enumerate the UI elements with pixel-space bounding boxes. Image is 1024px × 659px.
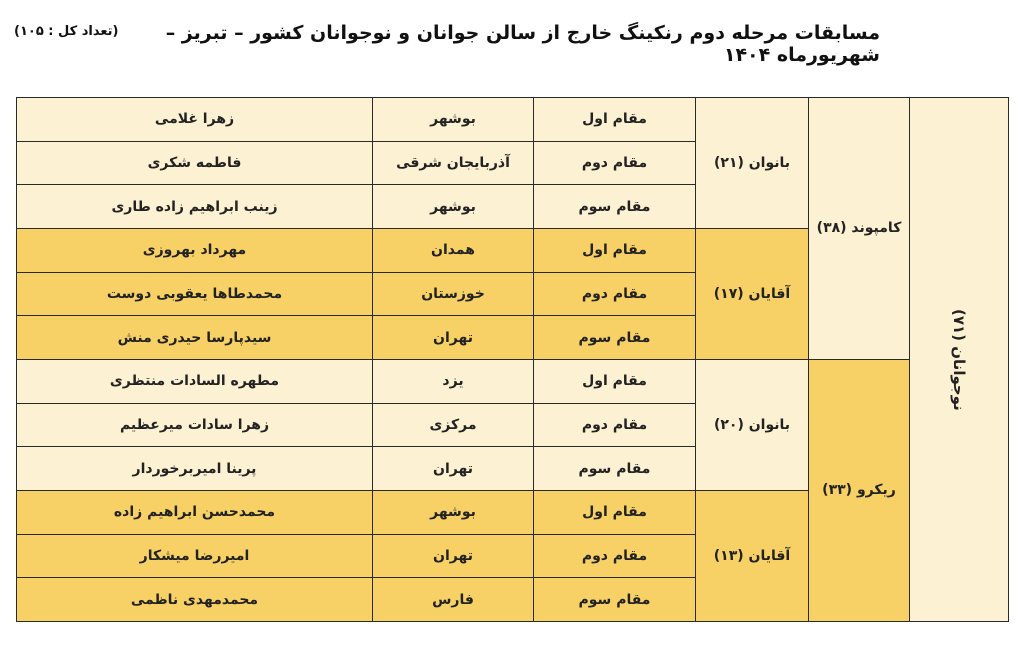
- name-cell: پرینا امیربرخوردار: [16, 446, 373, 491]
- page-title: مسابقات مرحله دوم رنکینگ خارج از سالن جو…: [165, 22, 880, 66]
- province-cell: آذربایجان شرقی: [372, 140, 534, 186]
- rank-cell: مقام اول: [533, 227, 696, 273]
- province-cell: بوشهر: [372, 489, 534, 535]
- name-cell: مطهره السادات منتظری: [16, 358, 373, 404]
- gender-group-cell: بانوان (۲۰): [695, 358, 809, 491]
- province-cell: بوشهر: [372, 97, 534, 142]
- rank-cell: مقام اول: [533, 358, 696, 404]
- gender-group-cell: آقایان (۱۳): [695, 489, 809, 623]
- province-cell: یزد: [372, 358, 534, 404]
- name-cell: امیررضا میشکار: [16, 533, 373, 579]
- total-count: (تعداد کل : ۱۰۵): [14, 24, 119, 39]
- age-group-cell: نوجوانان (۷۱): [909, 97, 1009, 622]
- table-row: آقایان (۱۷) مقام اول همدان مهرداد بهروزی: [16, 227, 1009, 360]
- name-cell: مهرداد بهروزی: [16, 227, 373, 273]
- rank-cell: مقام دوم: [533, 140, 696, 186]
- table-row: مقام دوم آذربایجان شرقی فاطمه شکری: [16, 140, 1009, 186]
- province-cell: بوشهر: [372, 184, 534, 229]
- gender-group-cell: آقایان (۱۷): [695, 227, 809, 360]
- name-cell: محمدطاها یعقوبی دوست: [16, 271, 373, 317]
- table-row: ریکرو (۳۳) بانوان (۲۰) مقام اول یزد مطهره ال…: [16, 358, 1009, 623]
- rank-cell: مقام سوم: [533, 446, 696, 491]
- table-row: آقایان (۱۳) مقام اول بوشهر محمدحسن ابراهیم …: [16, 489, 1009, 623]
- table-row: مقام دوم خوزستان محمدطاها یعقوبی دوست: [16, 271, 1009, 317]
- bow-type-cell: ریکرو (۳۳): [808, 358, 910, 623]
- province-cell: مرکزی: [372, 402, 534, 448]
- name-cell: سیدپارسا حیدری منش: [16, 315, 373, 360]
- name-cell: زینب ابراهیم زاده طاری: [16, 184, 373, 229]
- table-row: مقام سوم فارس محمدمهدی ناظمی: [16, 577, 1009, 622]
- name-cell: فاطمه شکری: [16, 140, 373, 186]
- gender-group-cell: بانوان (۲۱): [695, 97, 809, 229]
- bow-type-cell: کامپوند (۳۸): [808, 97, 910, 360]
- table-row: نوجوانان (۷۱) کامپوند (۳۸) بانوان (۲۱) مقام…: [16, 97, 1009, 622]
- province-cell: تهران: [372, 446, 534, 491]
- rank-cell: مقام دوم: [533, 402, 696, 448]
- province-cell: خوزستان: [372, 271, 534, 317]
- table-row: مقام دوم مرکزی زهرا سادات میرعظیم: [16, 402, 1009, 448]
- name-cell: محمدحسن ابراهیم زاده: [16, 489, 373, 535]
- province-cell: فارس: [372, 577, 534, 622]
- province-cell: تهران: [372, 315, 534, 360]
- rank-cell: مقام دوم: [533, 271, 696, 317]
- province-cell: همدان: [372, 227, 534, 273]
- rank-cell: مقام سوم: [533, 184, 696, 229]
- results-table: نوجوانان (۷۱) کامپوند (۳۸) بانوان (۲۱) مقام…: [16, 97, 1009, 623]
- table-row: مقام سوم بوشهر زینب ابراهیم زاده طاری: [16, 184, 1009, 229]
- rank-cell: مقام دوم: [533, 533, 696, 579]
- rank-cell: مقام اول: [533, 489, 696, 535]
- table-row: مقام سوم تهران پرینا امیربرخوردار: [16, 446, 1009, 491]
- rank-cell: مقام اول: [533, 97, 696, 142]
- name-cell: محمدمهدی ناظمی: [16, 577, 373, 622]
- name-cell: زهرا سادات میرعظیم: [16, 402, 373, 448]
- province-cell: تهران: [372, 533, 534, 579]
- rank-cell: مقام سوم: [533, 577, 696, 622]
- name-cell: زهرا غلامی: [16, 97, 373, 142]
- rank-cell: مقام سوم: [533, 315, 696, 360]
